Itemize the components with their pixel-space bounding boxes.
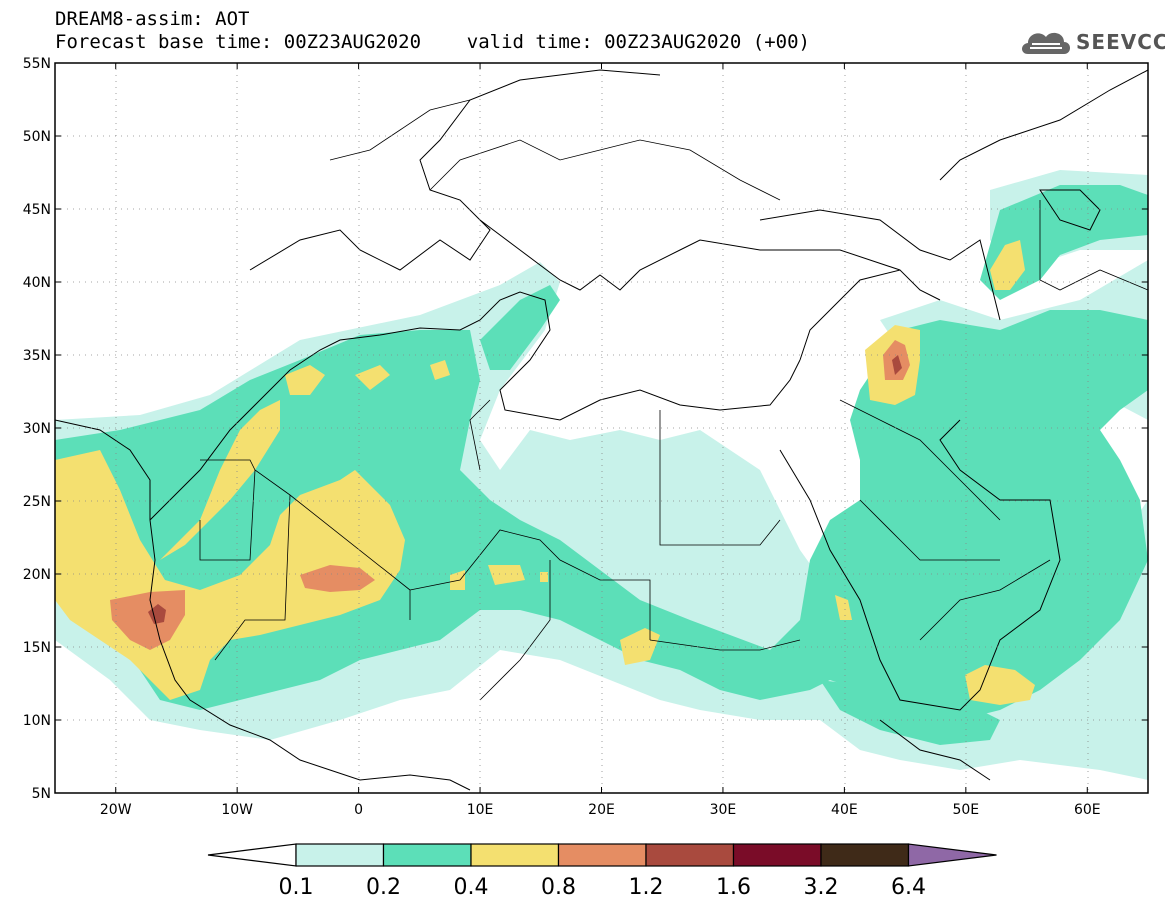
seevccc-logo: SEEVCCC [1018,24,1165,60]
lon-label: 20W [100,802,132,818]
colorbar-segment [295,843,385,867]
colorbar-label: 0.1 [279,875,314,900]
lat-label: 50N [23,129,51,145]
logo-text: SEEVCCC [1076,30,1165,54]
colorbar-label: 1.6 [716,875,751,900]
lon-label: 60E [1074,802,1101,818]
colorbar-segment [732,843,822,867]
lon-label: 10E [467,802,494,818]
lat-label: 45N [23,202,51,218]
chart-subtitle-times: Forecast base time: 00Z23AUG2020 valid t… [55,31,810,53]
graticule [55,63,1148,793]
lat-label: 25N [23,494,51,510]
lon-label: 30E [710,802,737,818]
colorbar-label: 6.4 [891,875,926,900]
lon-label: 40E [831,802,858,818]
chart-title: DREAM8-assim: AOT [55,8,250,30]
colorbar-segment [382,843,472,867]
aot-band-0.8 [110,340,910,650]
colorbar-label: 0.2 [366,875,401,900]
lat-label: 30N [23,421,51,437]
colorbar-label: 1.2 [629,875,664,900]
colorbar-label: 3.2 [804,875,839,900]
colorbar-segment [557,843,647,867]
lon-label: 10W [221,802,253,818]
colorbar-low-arrow [207,843,297,867]
lat-label: 35N [23,348,51,364]
lon-label: 20E [588,802,615,818]
colorbar-label: 0.8 [541,875,576,900]
colorbar-segment [645,843,735,867]
axis-ticks: 55N 50N 45N 40N 35N 30N 25N 20N 15N 10N 5N 20W 10W 0 1… [23,56,1148,818]
colorbar: 0.1 0.2 0.4 0.8 1.2 1.6 3.2 6.4 [207,843,997,900]
colorbar-segment [820,843,910,867]
colorbar-segment [470,843,560,867]
lat-label: 40N [23,275,51,291]
aot-contour-fields [55,170,1148,780]
colorbar-label: 0.4 [454,875,489,900]
lat-label: 15N [23,640,51,656]
lon-label: 0 [354,802,363,818]
lat-label: 10N [23,713,51,729]
lon-label: 50E [952,802,979,818]
lat-label: 20N [23,567,51,583]
lat-label: 5N [32,786,51,802]
cloud-icon [1022,32,1070,54]
country-borders [199,99,1148,701]
lat-label: 55N [23,56,51,72]
colorbar-high-arrow [907,843,997,867]
coastlines [55,69,1148,791]
